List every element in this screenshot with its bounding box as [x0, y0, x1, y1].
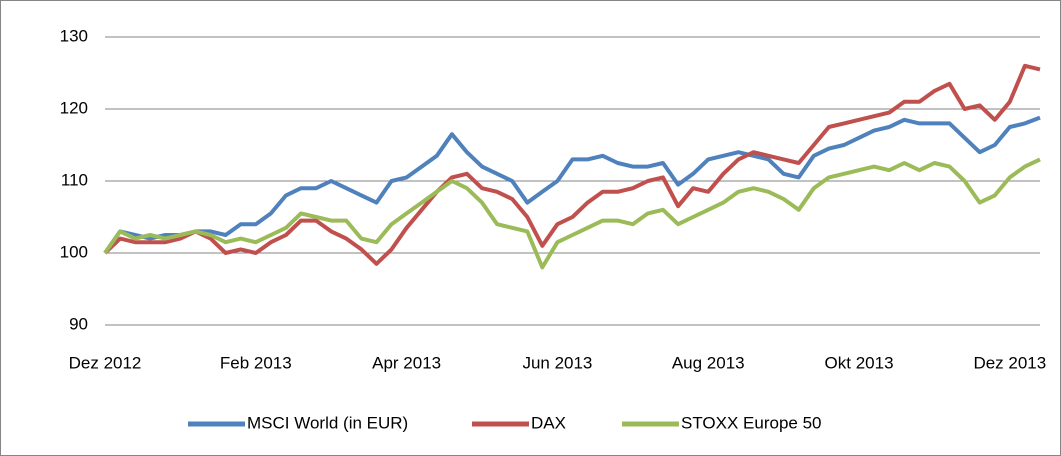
x-tick-label: Feb 2013 — [220, 353, 292, 372]
legend-label: DAX — [531, 413, 566, 432]
x-tick-label: Jun 2013 — [522, 353, 592, 372]
x-tick-label: Apr 2013 — [372, 353, 441, 372]
x-tick-label: Dez 2013 — [973, 353, 1046, 372]
y-tick-label: 130 — [60, 26, 88, 45]
y-tick-label: 90 — [69, 314, 88, 333]
series-line — [103, 157, 1041, 270]
legend-label: STOXX Europe 50 — [681, 413, 822, 432]
y-tick-label: 120 — [60, 98, 88, 117]
x-tick-label: Aug 2013 — [672, 353, 745, 372]
x-tick-label: Dez 2012 — [69, 353, 142, 372]
series-line — [103, 115, 1041, 255]
x-tick-label: Okt 2013 — [825, 353, 894, 372]
y-tick-label: 110 — [61, 170, 88, 189]
legend-label: MSCI World (in EUR) — [247, 413, 408, 432]
series-line — [103, 63, 1041, 266]
y-tick-label: 100 — [60, 242, 88, 261]
